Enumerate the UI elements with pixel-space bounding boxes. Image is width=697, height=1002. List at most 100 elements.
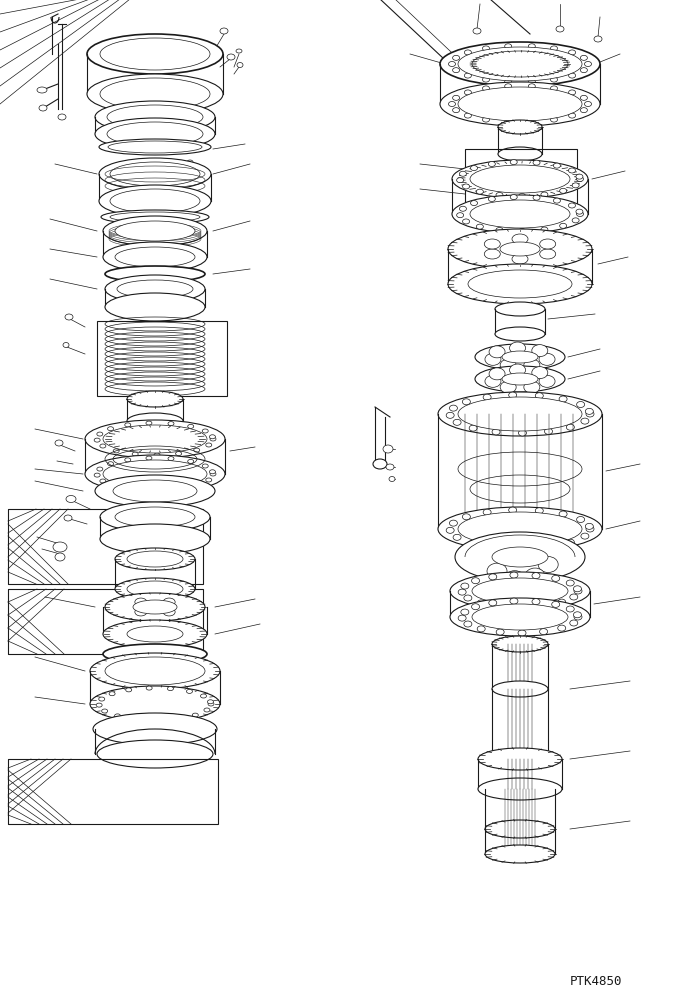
Ellipse shape — [103, 461, 207, 489]
Ellipse shape — [236, 50, 242, 54]
Ellipse shape — [127, 581, 183, 597]
Ellipse shape — [85, 421, 225, 459]
Ellipse shape — [146, 422, 152, 426]
Ellipse shape — [146, 686, 152, 690]
Ellipse shape — [453, 535, 461, 541]
Ellipse shape — [509, 508, 516, 514]
Ellipse shape — [210, 438, 216, 442]
Ellipse shape — [539, 376, 555, 388]
Ellipse shape — [202, 465, 208, 469]
Ellipse shape — [452, 96, 459, 101]
Ellipse shape — [115, 578, 195, 600]
Ellipse shape — [473, 29, 481, 35]
Ellipse shape — [485, 845, 555, 863]
Ellipse shape — [103, 242, 207, 273]
Ellipse shape — [496, 603, 504, 609]
Ellipse shape — [450, 406, 457, 412]
Ellipse shape — [518, 604, 526, 610]
Ellipse shape — [127, 551, 183, 567]
Ellipse shape — [97, 468, 103, 472]
Ellipse shape — [446, 413, 454, 419]
Ellipse shape — [485, 354, 501, 366]
Ellipse shape — [132, 488, 138, 492]
Ellipse shape — [528, 80, 535, 85]
Ellipse shape — [552, 602, 560, 608]
Ellipse shape — [204, 708, 210, 712]
Ellipse shape — [452, 161, 588, 198]
Ellipse shape — [125, 688, 132, 692]
Ellipse shape — [569, 74, 576, 79]
Ellipse shape — [459, 207, 466, 212]
Ellipse shape — [187, 689, 192, 693]
Ellipse shape — [594, 37, 602, 43]
Ellipse shape — [524, 382, 540, 394]
Ellipse shape — [96, 703, 102, 707]
Ellipse shape — [559, 397, 567, 403]
Ellipse shape — [469, 541, 477, 546]
Ellipse shape — [524, 360, 540, 372]
Ellipse shape — [115, 507, 195, 527]
Ellipse shape — [458, 48, 582, 82]
Bar — [8, 509, 203, 584]
Ellipse shape — [569, 51, 576, 56]
Ellipse shape — [569, 620, 578, 626]
Ellipse shape — [383, 446, 393, 454]
Ellipse shape — [133, 717, 139, 721]
Ellipse shape — [463, 184, 470, 189]
Ellipse shape — [482, 47, 489, 52]
Ellipse shape — [510, 572, 518, 578]
Ellipse shape — [576, 402, 585, 408]
Ellipse shape — [154, 489, 160, 493]
Ellipse shape — [127, 392, 183, 408]
Ellipse shape — [464, 621, 472, 627]
Ellipse shape — [97, 740, 213, 769]
Ellipse shape — [528, 85, 535, 90]
Ellipse shape — [108, 142, 202, 154]
Ellipse shape — [492, 547, 548, 567]
Ellipse shape — [462, 400, 470, 406]
Ellipse shape — [528, 45, 535, 50]
Ellipse shape — [532, 599, 540, 605]
Ellipse shape — [541, 192, 548, 197]
Ellipse shape — [576, 175, 583, 180]
Ellipse shape — [100, 445, 106, 449]
Ellipse shape — [538, 557, 558, 573]
Ellipse shape — [585, 409, 593, 415]
Ellipse shape — [585, 102, 592, 107]
Ellipse shape — [566, 606, 574, 612]
Ellipse shape — [510, 160, 517, 165]
Ellipse shape — [492, 681, 548, 697]
Ellipse shape — [87, 35, 223, 75]
Ellipse shape — [576, 212, 583, 217]
Ellipse shape — [533, 161, 540, 166]
Ellipse shape — [574, 612, 581, 618]
Ellipse shape — [510, 365, 526, 377]
Text: PTK4850: PTK4850 — [570, 974, 622, 987]
Ellipse shape — [459, 172, 466, 177]
Ellipse shape — [569, 168, 576, 173]
Ellipse shape — [586, 412, 594, 418]
Ellipse shape — [464, 114, 471, 119]
Ellipse shape — [509, 393, 516, 399]
Ellipse shape — [581, 419, 589, 425]
Ellipse shape — [202, 430, 208, 434]
Ellipse shape — [478, 779, 562, 801]
Ellipse shape — [113, 450, 119, 454]
Ellipse shape — [505, 571, 525, 587]
Ellipse shape — [127, 414, 183, 430]
Ellipse shape — [489, 347, 505, 359]
Ellipse shape — [585, 524, 593, 530]
Ellipse shape — [586, 526, 594, 532]
Ellipse shape — [482, 118, 489, 123]
Ellipse shape — [558, 599, 566, 605]
Ellipse shape — [535, 508, 543, 514]
Ellipse shape — [574, 588, 582, 594]
Ellipse shape — [581, 108, 588, 113]
Ellipse shape — [476, 224, 483, 229]
Ellipse shape — [551, 78, 558, 83]
Ellipse shape — [187, 161, 193, 165]
Ellipse shape — [94, 474, 100, 478]
Ellipse shape — [505, 80, 512, 85]
Ellipse shape — [551, 47, 558, 52]
Ellipse shape — [115, 221, 195, 241]
